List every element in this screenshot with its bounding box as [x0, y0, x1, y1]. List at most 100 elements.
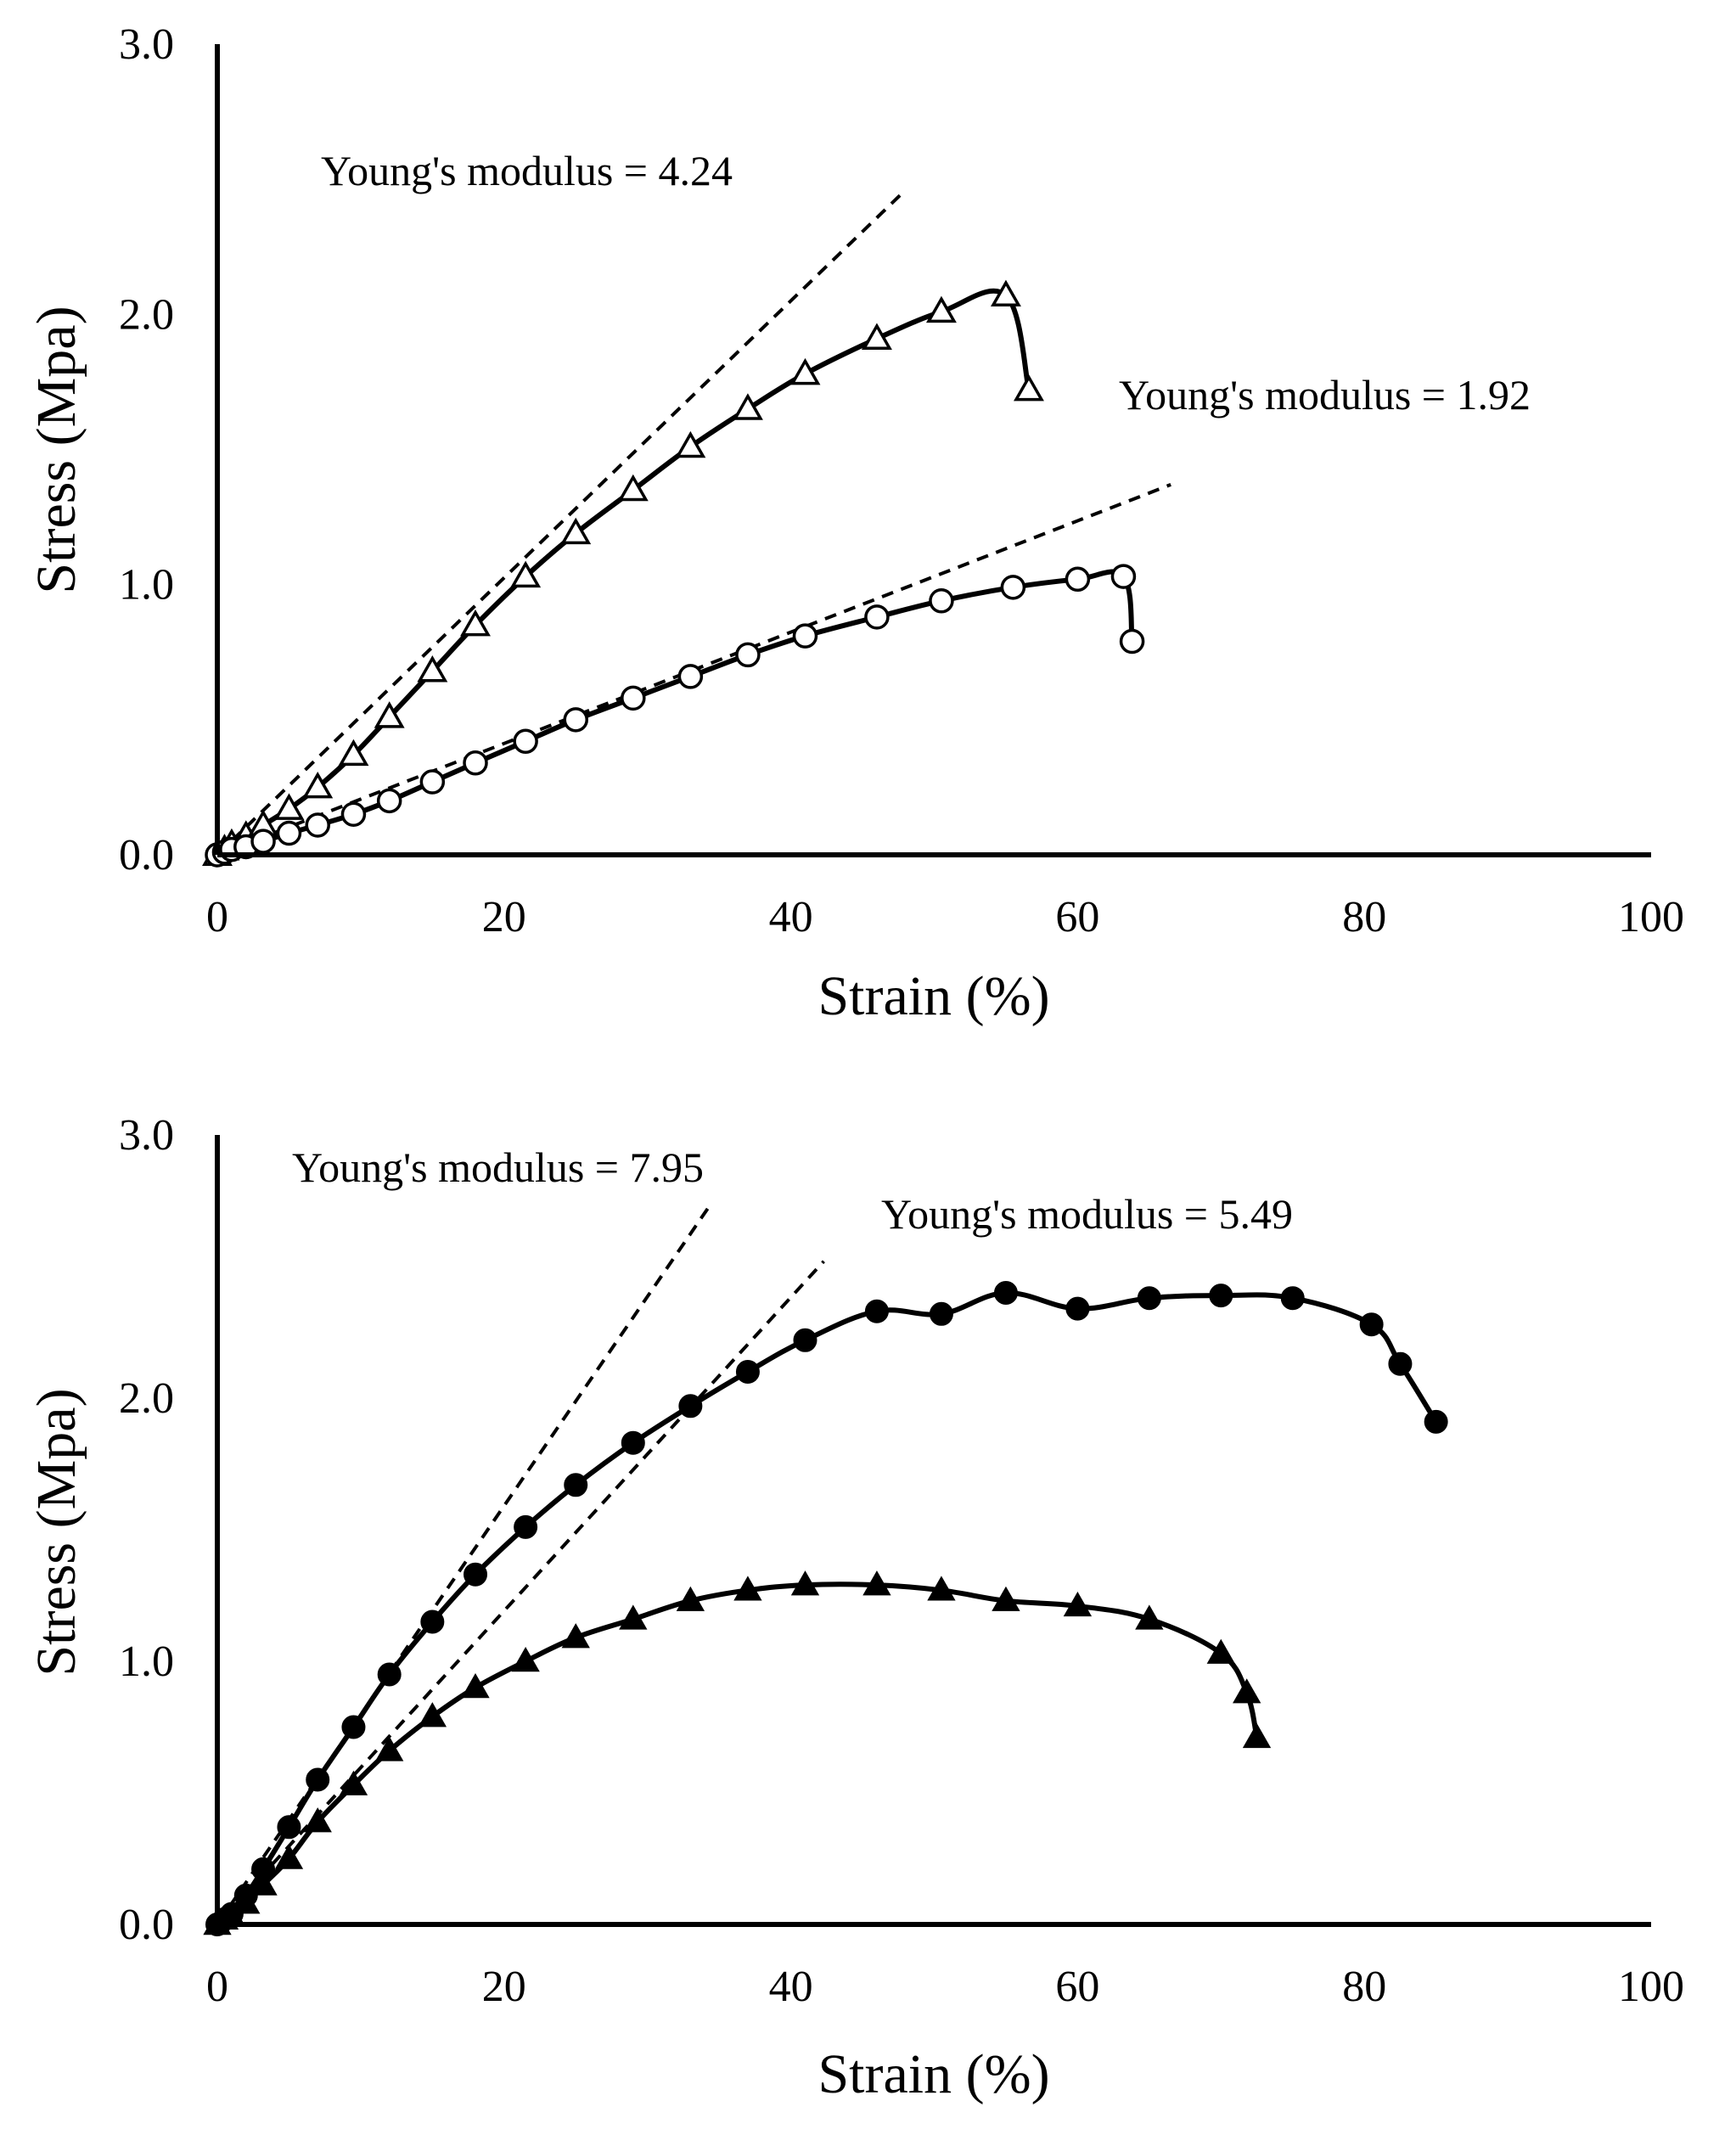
y-axis-title: Stress (Mpa) [25, 1388, 87, 1676]
x-tick-label: 0 [206, 1963, 228, 2011]
data-point-open-circle [1119, 628, 1145, 654]
data-point-open-triangle [789, 357, 821, 385]
data-point-open-triangle [925, 295, 957, 323]
series-line-open-triangle [215, 288, 1031, 857]
data-point-filled-triangle [339, 1770, 368, 1795]
data-point-open-triangle [273, 793, 305, 820]
data-point-filled-circle [929, 1301, 953, 1326]
data-point-filled-triangle [375, 1736, 404, 1761]
data-point-filled-triangle [927, 1576, 956, 1601]
annotation-modulus-7-95: Young's modulus = 7.95 [292, 1143, 704, 1191]
x-tick-label: 60 [1055, 1963, 1099, 2011]
y-tick-label: 3.0 [119, 1111, 174, 1160]
data-point-filled-triangle [790, 1570, 820, 1596]
data-point-filled-triangle [511, 1647, 540, 1672]
data-point-open-circle [513, 728, 538, 755]
data-point-filled-triangle [232, 1889, 261, 1914]
data-point-open-circle [463, 750, 488, 776]
x-axis-title: Strain (%) [817, 965, 1049, 1027]
data-point-open-triangle [460, 609, 491, 637]
x-tick-labels: 0 20 40 60 80 100 [206, 893, 1684, 941]
x-tick-label: 100 [1618, 893, 1684, 941]
data-point-open-circle [1065, 566, 1091, 593]
data-point-open-circle [340, 801, 367, 827]
data-point-filled-circle [1280, 1286, 1305, 1311]
y-tick-label: 1.0 [119, 1638, 174, 1686]
fit-lines [216, 1207, 825, 1926]
chart-bottom: 0.0 1.0 2.0 3.0 0 20 40 60 80 100 Strain (%) Str… [25, 1111, 1684, 2105]
data-point-open-triangle [732, 393, 763, 420]
y-tick-labels: 0.0 1.0 2.0 3.0 [119, 1111, 174, 1949]
data-point-filled-circle [1424, 1409, 1448, 1434]
data-point-open-triangle [617, 474, 649, 502]
data-point-open-circle [677, 664, 704, 689]
markers [203, 1281, 1448, 1936]
data-point-open-circle [1000, 575, 1026, 600]
data-point-filled-triangle [619, 1604, 648, 1630]
x-tick-label: 0 [206, 893, 228, 941]
x-tick-label: 60 [1055, 893, 1099, 941]
data-point-open-circle [419, 769, 446, 795]
data-point-open-triangle [675, 430, 706, 458]
data-point-filled-circle [1065, 1296, 1090, 1321]
data-point-filled-triangle [862, 1570, 891, 1596]
data-point-open-triangle [990, 279, 1021, 307]
data-point-filled-circle [993, 1281, 1018, 1305]
data-point-filled-circle [621, 1430, 645, 1455]
chart-top: 0.0 1.0 2.0 3.0 0 20 40 60 80 100 Strain (%) Str… [25, 20, 1684, 1027]
data-point-filled-circle [1388, 1351, 1413, 1376]
data-point-filled-triangle [992, 1586, 1020, 1611]
data-point-filled-circle [514, 1514, 538, 1539]
series-lines [215, 1289, 1439, 1927]
y-axis-title: Stress (Mpa) [25, 306, 87, 593]
y-tick-label: 2.0 [119, 290, 174, 339]
data-point-filled-circle [678, 1394, 703, 1418]
data-point-filled-circle [420, 1610, 445, 1634]
y-tick-label: 2.0 [119, 1374, 174, 1423]
data-point-open-circle [621, 685, 646, 711]
fit-line-1 [216, 1207, 710, 1926]
fit-line-1 [216, 191, 904, 857]
data-point-filled-circle [1209, 1284, 1233, 1308]
data-point-open-triangle [302, 771, 334, 799]
data-point-filled-triangle [274, 1844, 304, 1869]
data-point-filled-triangle [461, 1673, 490, 1699]
annotation-modulus-1-92: Young's modulus = 1.92 [1119, 371, 1531, 419]
data-point-filled-triangle [733, 1576, 762, 1601]
x-tick-label: 80 [1342, 893, 1386, 941]
data-point-open-circle [376, 788, 402, 814]
series-line-filled-circle [215, 1289, 1439, 1927]
data-point-filled-triangle [249, 1870, 278, 1896]
x-axis-title: Strain (%) [817, 2043, 1049, 2105]
data-point-filled-triangle [418, 1702, 447, 1727]
data-point-filled-triangle [1135, 1604, 1164, 1630]
data-point-filled-circle [341, 1715, 366, 1739]
y-tick-label: 3.0 [119, 20, 174, 69]
y-tick-labels: 0.0 1.0 2.0 3.0 [119, 20, 174, 879]
data-point-open-triangle [374, 701, 405, 728]
annotation-modulus-5-49: Young's modulus = 5.49 [881, 1190, 1293, 1238]
data-point-filled-triangle [561, 1623, 590, 1649]
data-point-open-circle [250, 829, 276, 854]
x-tick-label: 40 [769, 1963, 813, 2011]
data-point-filled-triangle [1233, 1678, 1261, 1704]
x-tick-label: 80 [1342, 1963, 1386, 2011]
data-point-open-circle [276, 820, 302, 846]
data-point-open-circle [929, 588, 954, 614]
data-point-open-circle [305, 812, 330, 838]
annotation-modulus-4-24: Young's modulus = 4.24 [321, 147, 733, 194]
data-point-filled-triangle [676, 1586, 705, 1611]
data-point-open-triangle [560, 517, 592, 545]
y-tick-label: 1.0 [119, 561, 174, 610]
data-point-open-triangle [338, 739, 369, 767]
data-point-open-circle [563, 707, 588, 733]
data-point-filled-triangle [1206, 1638, 1235, 1664]
data-point-filled-circle [793, 1328, 817, 1352]
data-point-filled-triangle [303, 1807, 332, 1833]
data-point-open-triangle [417, 655, 448, 683]
data-point-open-circle [864, 604, 890, 630]
data-point-filled-circle [864, 1299, 889, 1323]
data-point-filled-circle [377, 1662, 402, 1687]
data-point-filled-circle [306, 1767, 330, 1792]
